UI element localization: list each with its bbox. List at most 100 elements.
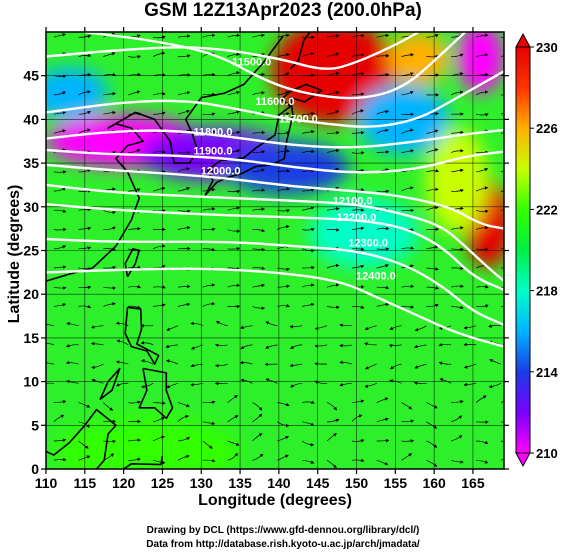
- contour-11700.0: [46, 70, 504, 128]
- wind-streamline: [103, 266, 117, 270]
- y-tick-label: 30: [23, 199, 39, 215]
- x-tick-label: 135: [228, 475, 252, 491]
- wind-streamline: [500, 267, 504, 269]
- wind-streamline: [103, 247, 117, 251]
- wind-streamline: [128, 226, 141, 231]
- wind-streamline: [401, 186, 414, 192]
- wind-streamline: [376, 189, 390, 194]
- wind-streamline: [240, 325, 253, 329]
- wind-streamline: [128, 90, 141, 96]
- wind-streamline: [202, 400, 216, 405]
- x-tick-label: 115: [74, 475, 97, 491]
- coastline-6: [99, 367, 121, 400]
- wind-streamline: [227, 70, 240, 77]
- wind-streamline: [489, 359, 502, 365]
- wind-streamline: [488, 324, 501, 328]
- wind-streamline: [53, 187, 66, 192]
- wind-streamline: [475, 90, 489, 96]
- wind-streamline: [227, 283, 241, 288]
- wind-streamline: [252, 453, 264, 461]
- wind-streamline: [401, 284, 415, 288]
- wind-streamline: [326, 110, 340, 115]
- y-tick-label: 15: [23, 330, 39, 346]
- wind-streamline: [326, 71, 340, 77]
- wind-streamline: [46, 343, 54, 346]
- wind-streamline: [388, 344, 402, 348]
- temp-region-6: [46, 66, 109, 120]
- wind-streamline: [351, 439, 365, 443]
- wind-streamline: [376, 302, 390, 307]
- wind-streamline: [202, 227, 216, 232]
- wind-streamline: [326, 283, 340, 288]
- contour-12100.0: [46, 183, 504, 283]
- wind-streamline: [103, 72, 117, 77]
- y-tick-label: 35: [23, 155, 39, 171]
- wind-streamline: [252, 228, 266, 233]
- wind-streamline: [153, 111, 166, 115]
- wind-streamline: [252, 402, 263, 411]
- wind-streamline: [500, 458, 504, 461]
- wind-streamline: [227, 169, 241, 173]
- wind-streamline: [401, 453, 413, 461]
- wind-streamline: [152, 150, 166, 154]
- contour-11900.0: [46, 148, 504, 174]
- wind-streamline: [202, 207, 216, 211]
- wind-streamline: [351, 52, 365, 57]
- wind-streamline: [202, 440, 213, 449]
- wind-streamline: [302, 302, 315, 307]
- wind-streamline: [376, 417, 389, 423]
- wind-streamline: [277, 112, 290, 116]
- wind-streamline: [339, 382, 352, 387]
- wind-streamline: [277, 186, 290, 192]
- wind-streamline: [301, 440, 315, 447]
- wind-streamline: [451, 415, 463, 423]
- wind-streamline: [128, 400, 141, 405]
- wind-streamline: [364, 325, 377, 330]
- wind-streamline: [53, 33, 67, 38]
- x-tick-label: 125: [151, 475, 175, 491]
- wind-streamline: [128, 265, 141, 269]
- wind-streamline: [426, 421, 438, 429]
- y-axis: 0 5 10 15 20 25 30 35 40 45: [23, 68, 509, 477]
- wind-streamline: [500, 55, 504, 57]
- wind-streamline: [451, 284, 464, 288]
- wind-streamline: [401, 419, 415, 423]
- wind-streamline: [475, 247, 489, 252]
- wind-streamline: [351, 109, 365, 115]
- wind-streamline: [326, 402, 338, 411]
- wind-streamline: [128, 305, 141, 309]
- contour-label: 12300.0: [348, 237, 388, 249]
- coastline-2: [289, 32, 311, 70]
- wind-streamline: [227, 206, 241, 211]
- wind-streamline: [78, 53, 92, 57]
- y-tick-label: 5: [31, 417, 39, 433]
- contour-label: 11700.0: [279, 113, 318, 125]
- wind-streamline: [451, 226, 464, 230]
- coastline-9: [123, 455, 164, 469]
- wind-streamline: [500, 440, 504, 443]
- wind-streamline: [202, 148, 216, 153]
- wind-streamline: [202, 458, 216, 463]
- wind-streamline: [65, 360, 79, 365]
- y-tick-label: 20: [23, 286, 39, 302]
- wind-streamline: [351, 458, 365, 462]
- wind-streamline: [451, 305, 464, 310]
- wind-streamline: [152, 35, 166, 40]
- wind-streamline: [252, 150, 266, 154]
- wind-streamline: [128, 149, 141, 153]
- wind-streamline: [103, 52, 116, 57]
- wind-streamline: [152, 459, 166, 465]
- wind-streamline: [426, 303, 439, 308]
- wind-streamline: [302, 206, 315, 211]
- wind-streamline: [277, 303, 290, 308]
- wind-streamline: [227, 452, 238, 461]
- wind-streamline: [376, 285, 390, 290]
- colorbar-tick-label: 226: [536, 121, 558, 136]
- wind-streamline: [103, 439, 117, 444]
- wind-streamline: [128, 55, 141, 59]
- colorbar: 230 226 222 218 214 210: [515, 32, 558, 468]
- wind-streamline: [314, 344, 328, 348]
- wind-streamline: [376, 264, 389, 269]
- wind-streamline: [152, 435, 165, 442]
- wind-streamline: [202, 112, 216, 116]
